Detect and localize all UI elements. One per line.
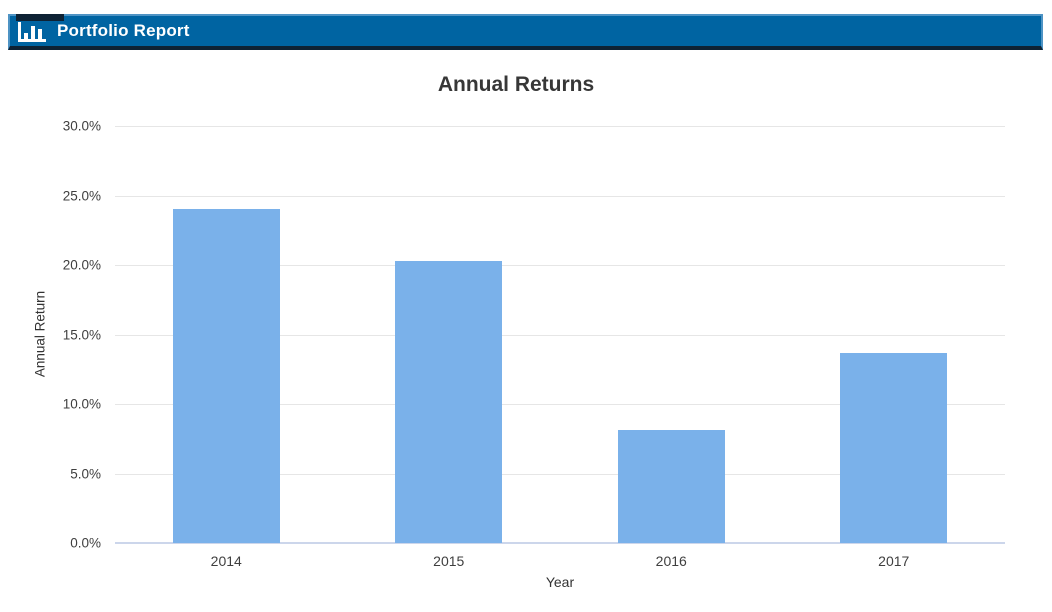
bar-chart-icon [18, 21, 46, 42]
y-tick-label: 0.0% [70, 535, 101, 551]
app-header: Portfolio Report [8, 14, 1043, 50]
bar-2014[interactable] [172, 209, 280, 543]
y-tick-label: 5.0% [70, 466, 101, 481]
bar-2016[interactable] [617, 430, 725, 543]
x-axis-line [115, 542, 1005, 544]
plot-area: 0.0% 5.0% 10.0% 15.0% 20.0% 25.0% 30.0% 2014 201… [63, 119, 1005, 569]
gridline [115, 265, 1005, 266]
x-tick-label: 2017 [878, 553, 910, 569]
x-axis-title: Year [545, 574, 575, 590]
y-tick-label: 25.0% [62, 188, 101, 203]
bar-chart-icon-bar [24, 32, 28, 39]
y-tick-label: 15.0% [62, 327, 101, 342]
y-tick-label: 10.0% [62, 396, 101, 412]
gridline [115, 404, 1005, 405]
bar-2015[interactable] [395, 260, 503, 543]
x-tick-label: 2014 [210, 553, 242, 569]
chart-title: Annual Returns [437, 73, 595, 96]
y-tick-label: 30.0% [62, 118, 101, 134]
bar-chart-icon-bar [31, 25, 35, 39]
app-title: Portfolio Report [57, 21, 190, 40]
gridline [115, 126, 1005, 127]
x-tick-label: 2016 [655, 553, 687, 569]
x-tick-label: 2015 [433, 553, 465, 569]
gridline [115, 334, 1005, 336]
gridline [115, 195, 1005, 197]
bar-chart-icon-bar [38, 28, 42, 39]
header-notch-decoration [16, 14, 64, 21]
bar-2017[interactable] [840, 352, 948, 543]
y-tick-label: 20.0% [62, 257, 101, 273]
gridline [115, 473, 1005, 475]
